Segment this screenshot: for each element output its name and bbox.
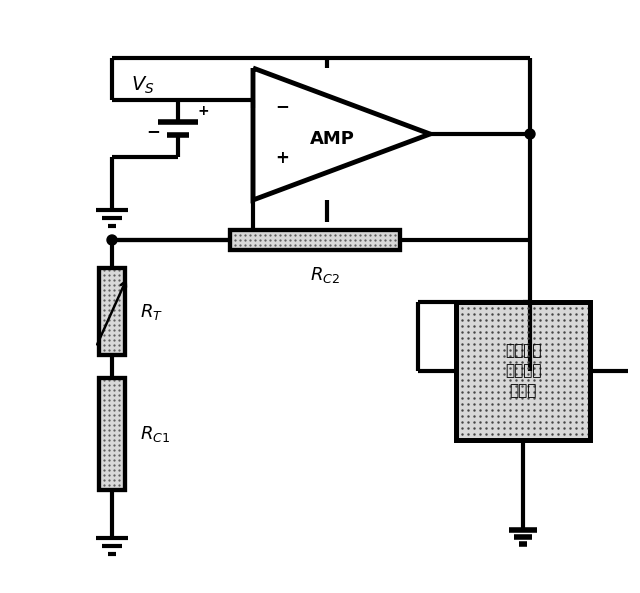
Text: $R_{C1}$: $R_{C1}$ bbox=[140, 424, 170, 444]
Bar bbox=[456, 302, 590, 440]
Text: 传感器: 传感器 bbox=[509, 384, 537, 398]
Bar bbox=[99, 268, 125, 355]
Bar bbox=[99, 378, 125, 490]
Text: +: + bbox=[197, 104, 209, 118]
Bar bbox=[99, 268, 125, 355]
Text: −: − bbox=[275, 97, 289, 114]
Bar bbox=[456, 302, 590, 440]
Text: $V_S$: $V_S$ bbox=[131, 74, 155, 95]
Text: −: − bbox=[146, 123, 160, 141]
Bar bbox=[99, 378, 125, 490]
Bar bbox=[230, 230, 400, 250]
Text: $R_T$: $R_T$ bbox=[140, 301, 163, 321]
Text: AMP: AMP bbox=[310, 130, 355, 148]
Text: 巨磁电阴: 巨磁电阴 bbox=[505, 343, 541, 359]
Text: +: + bbox=[275, 149, 289, 167]
Circle shape bbox=[107, 235, 117, 245]
Text: $R_{C2}$: $R_{C2}$ bbox=[310, 265, 340, 285]
Bar bbox=[230, 230, 400, 250]
Text: 效应电流: 效应电流 bbox=[505, 364, 541, 378]
Circle shape bbox=[525, 129, 535, 139]
